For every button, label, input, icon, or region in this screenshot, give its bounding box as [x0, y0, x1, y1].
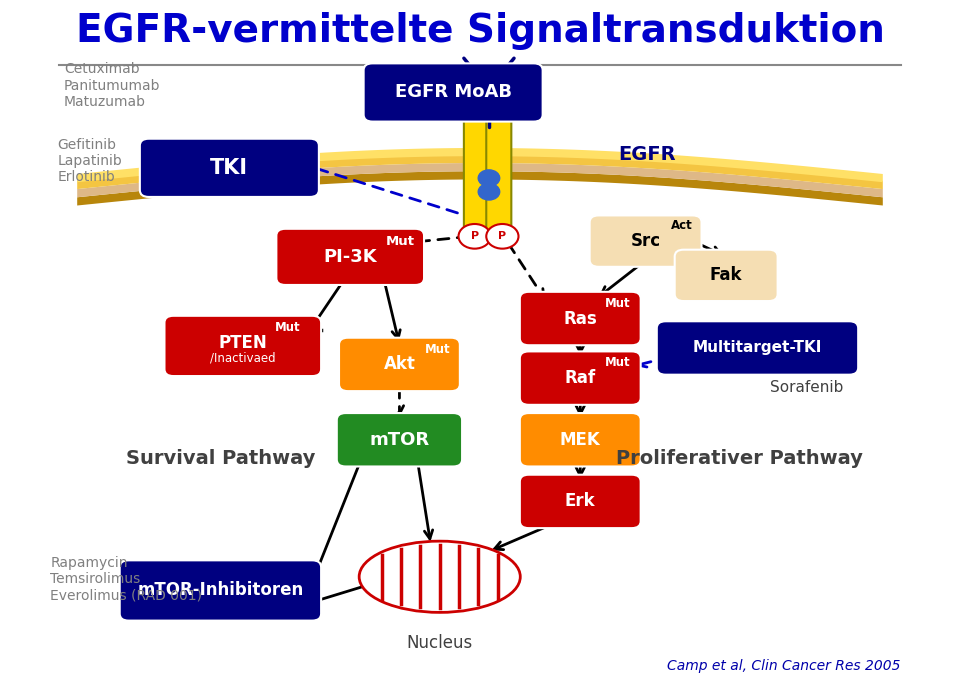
- Text: Rapamycin
Temsirolimus
Everolimus (RAD 001): Rapamycin Temsirolimus Everolimus (RAD 0…: [50, 556, 203, 602]
- Text: Proliferativer Pathway: Proliferativer Pathway: [616, 449, 863, 469]
- Text: EGFR MoAB: EGFR MoAB: [395, 84, 512, 101]
- Circle shape: [478, 184, 500, 200]
- FancyBboxPatch shape: [276, 229, 424, 285]
- FancyBboxPatch shape: [519, 475, 640, 528]
- FancyBboxPatch shape: [464, 117, 489, 236]
- Circle shape: [487, 224, 518, 249]
- Text: Mut: Mut: [424, 342, 450, 356]
- Text: Akt: Akt: [383, 356, 416, 373]
- FancyBboxPatch shape: [364, 64, 542, 122]
- Text: Mut: Mut: [275, 321, 300, 334]
- FancyBboxPatch shape: [675, 250, 778, 301]
- Text: Fak: Fak: [709, 266, 742, 284]
- Text: Nucleus: Nucleus: [407, 634, 473, 651]
- Text: EGFR-vermittelte Signaltransduktion: EGFR-vermittelte Signaltransduktion: [76, 12, 884, 50]
- Text: Survival Pathway: Survival Pathway: [126, 449, 315, 469]
- Text: MEK: MEK: [560, 431, 601, 449]
- FancyBboxPatch shape: [337, 413, 462, 466]
- Text: PI-3K: PI-3K: [324, 248, 377, 266]
- Text: /Inactivaed: /Inactivaed: [210, 351, 276, 364]
- Text: Mut: Mut: [606, 297, 631, 310]
- Text: Gefitinib
Lapatinib
Erlotinib: Gefitinib Lapatinib Erlotinib: [58, 138, 122, 184]
- Text: P: P: [470, 232, 479, 241]
- Text: Multitarget-TKI: Multitarget-TKI: [693, 340, 822, 356]
- Circle shape: [459, 224, 491, 249]
- Text: Erk: Erk: [564, 493, 595, 510]
- Text: Cetuximab
Panitumumab
Matuzumab: Cetuximab Panitumumab Matuzumab: [63, 62, 160, 109]
- FancyBboxPatch shape: [519, 351, 640, 405]
- Polygon shape: [77, 163, 883, 197]
- FancyBboxPatch shape: [657, 321, 858, 375]
- Circle shape: [478, 170, 500, 186]
- Text: mTOR: mTOR: [370, 431, 429, 449]
- Text: mTOR-Inhibitoren: mTOR-Inhibitoren: [137, 582, 303, 599]
- Text: Camp et al, Clin Cancer Res 2005: Camp et al, Clin Cancer Res 2005: [667, 659, 900, 673]
- Text: Ras: Ras: [564, 310, 597, 327]
- FancyBboxPatch shape: [487, 117, 512, 236]
- Text: Src: Src: [631, 232, 660, 250]
- FancyBboxPatch shape: [140, 138, 319, 197]
- Text: Raf: Raf: [564, 369, 596, 387]
- Polygon shape: [77, 155, 883, 189]
- Polygon shape: [77, 171, 883, 206]
- Text: Act: Act: [671, 219, 692, 232]
- FancyBboxPatch shape: [164, 316, 321, 376]
- Text: Sorafenib: Sorafenib: [770, 379, 844, 395]
- Text: EGFR: EGFR: [619, 145, 677, 164]
- Ellipse shape: [359, 541, 520, 612]
- Text: TKI: TKI: [210, 158, 249, 178]
- Text: Mut: Mut: [386, 235, 415, 248]
- FancyBboxPatch shape: [589, 215, 702, 266]
- Text: P: P: [498, 232, 507, 241]
- FancyBboxPatch shape: [120, 560, 321, 621]
- FancyBboxPatch shape: [339, 338, 460, 391]
- Text: PTEN: PTEN: [219, 334, 267, 351]
- FancyBboxPatch shape: [519, 413, 640, 466]
- Polygon shape: [77, 148, 883, 182]
- FancyBboxPatch shape: [519, 292, 640, 345]
- Text: Mut: Mut: [606, 356, 631, 369]
